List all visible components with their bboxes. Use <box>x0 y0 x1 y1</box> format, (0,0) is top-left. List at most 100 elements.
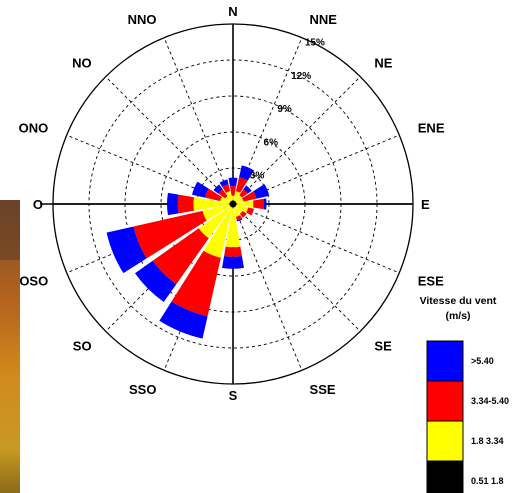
radial-tick-labels: 3% 6% 9% 12% 15% <box>250 38 325 182</box>
direction-label-SSE: SSE <box>310 382 336 397</box>
legend-swatch-3 <box>426 460 464 493</box>
spoke-NO <box>105 76 234 205</box>
spoke-SE <box>232 203 361 332</box>
legend-label-3: 0.51 1.8 <box>471 476 504 486</box>
bar-ONO-2 <box>204 188 222 202</box>
bar-NE-2 <box>239 189 248 198</box>
bar-E-3 <box>263 198 267 210</box>
direction-label-NO: NO <box>72 56 92 71</box>
bar-NO-3 <box>213 184 223 194</box>
direction-label-NNO: NNO <box>128 12 157 27</box>
direction-label-S: S <box>229 388 238 403</box>
bar-S-0 <box>232 204 234 208</box>
bar-O-1 <box>193 197 230 211</box>
bar-NO-1 <box>225 196 231 202</box>
bar-NNO-0 <box>231 200 233 204</box>
bar-OSO-0 <box>229 204 233 206</box>
bar-ONO-0 <box>229 202 233 204</box>
bar-ENE-3 <box>253 184 270 199</box>
bar-NNO-1 <box>225 191 233 201</box>
bar-NE-3 <box>243 185 252 194</box>
bar-NNO-2 <box>222 184 231 193</box>
bar-SSE-0 <box>233 204 235 208</box>
bar-NE-0 <box>233 201 236 204</box>
bar-SO-0 <box>230 204 233 207</box>
legend-title-line-2: (m/s) <box>445 310 470 322</box>
spoke-NE <box>232 76 361 205</box>
bar-NNE-0 <box>233 200 235 204</box>
bar-S-3 <box>222 256 244 269</box>
bar-NO-2 <box>218 189 228 199</box>
bar-ENE-1 <box>236 198 244 204</box>
bar-OSO-2 <box>133 210 207 259</box>
bar-ONO-3 <box>192 181 209 198</box>
bar-SE-1 <box>235 206 243 214</box>
direction-label-SSO: SSO <box>129 382 156 397</box>
direction-labels: N NNE NE ENE E ESE SE SSE S SSO SO OSO O ONO NO NNO <box>19 4 445 403</box>
bar-SO-3 <box>135 260 177 302</box>
direction-label-ONO: ONO <box>19 120 49 135</box>
legend-label-0: >5.40 <box>471 356 494 366</box>
bar-SO-2 <box>152 228 209 285</box>
background-photo-strip <box>0 200 20 493</box>
bar-NNE-2 <box>235 177 248 193</box>
legend-swatch-0 <box>426 340 464 382</box>
legend: Vitesse du vent (m/s) >5.40 3.34-5.40 1.8 … <box>420 295 509 493</box>
direction-label-ENE: ENE <box>418 120 445 135</box>
bar-SSE-3 <box>236 218 243 222</box>
bar-ESE-0 <box>233 204 237 206</box>
direction-label-ESE: ESE <box>418 274 444 289</box>
bar-SE-0 <box>233 204 236 207</box>
bar-S-2 <box>224 246 242 257</box>
bar-N-0 <box>232 200 234 204</box>
direction-label-SO: SO <box>73 338 92 353</box>
legend-swatch-2 <box>426 420 464 462</box>
direction-label-O: O <box>33 197 43 212</box>
spoke-ESE <box>232 203 400 274</box>
bar-ESE-2 <box>246 207 255 216</box>
bar-NO-0 <box>230 201 233 204</box>
direction-label-E: E <box>421 197 430 212</box>
bar-N-1 <box>231 195 235 201</box>
legend-label-1: 3.34-5.40 <box>471 396 509 406</box>
ring-label-3: 12% <box>291 71 311 82</box>
legend-title-line-1: Vitesse du vent <box>420 295 497 307</box>
bar-ENE-2 <box>242 191 257 202</box>
bar-SSO-3 <box>159 301 208 339</box>
direction-label-OSO: OSO <box>19 274 48 289</box>
bar-NNE-1 <box>233 191 241 201</box>
bar-SSO-0 <box>231 204 233 208</box>
bar-S-1 <box>225 207 241 248</box>
bar-SSE-1 <box>233 207 241 217</box>
direction-label-NNE: NNE <box>310 12 338 27</box>
bar-N-2 <box>229 186 237 196</box>
bar-SE-2 <box>239 210 247 218</box>
bar-OSO-1 <box>202 204 230 221</box>
spoke-SSE <box>232 203 303 371</box>
direction-label-NE: NE <box>374 56 392 71</box>
bar-E-0 <box>233 203 237 205</box>
ring-label-4: 15% <box>305 38 325 49</box>
ring-label-1: 6% <box>264 137 279 148</box>
bar-N-3 <box>228 177 238 187</box>
bar-OSO-3 <box>106 226 147 274</box>
bar-O-0 <box>229 203 233 205</box>
bar-NNE-3 <box>239 165 255 181</box>
bar-E-1 <box>236 200 254 208</box>
bar-SSO-1 <box>203 207 233 258</box>
direction-label-N: N <box>228 4 237 19</box>
direction-label-SE: SE <box>374 338 392 353</box>
wind-bars <box>106 165 270 339</box>
bar-NNO-3 <box>219 179 229 187</box>
ring-label-0: 3% <box>250 171 265 182</box>
bar-ONO-1 <box>220 196 230 204</box>
bar-SO-1 <box>198 206 231 239</box>
ring-label-2: 9% <box>277 104 292 115</box>
bar-NE-1 <box>235 195 242 202</box>
bar-ESE-1 <box>236 204 249 213</box>
bar-O-2 <box>177 194 194 214</box>
bar-SSO-2 <box>171 250 221 317</box>
spoke-NNO <box>163 37 234 205</box>
legend-label-2: 1.8 3.34 <box>471 436 504 446</box>
